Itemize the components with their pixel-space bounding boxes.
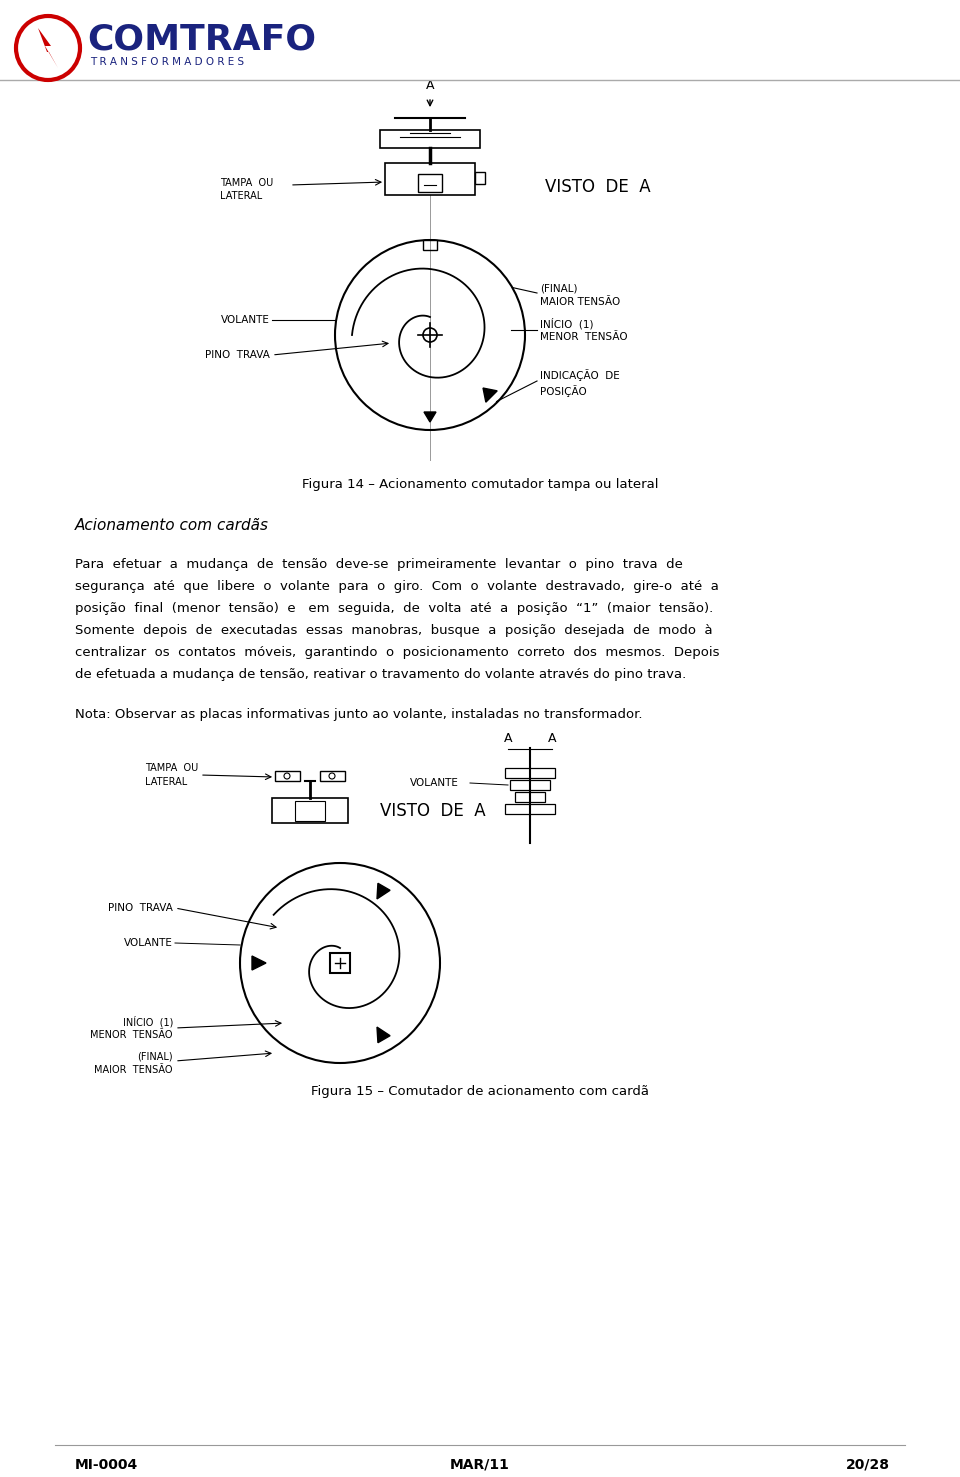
Bar bbox=[475, 171, 485, 185]
Polygon shape bbox=[252, 956, 266, 970]
Text: INÍCIO  (1)
MENOR  TENSÃO: INÍCIO (1) MENOR TENSÃO bbox=[540, 318, 628, 343]
Text: posição  final  (menor  tensão)  e   em  seguida,  de  volta  até  a  posição  “: posição final (menor tensão) e em seguid… bbox=[75, 603, 713, 614]
Text: Figura 15 – Comutador de acionamento com cardã: Figura 15 – Comutador de acionamento com… bbox=[311, 1086, 649, 1097]
Text: VISTO  DE  A: VISTO DE A bbox=[545, 179, 651, 196]
Text: Figura 14 – Acionamento comutador tampa ou lateral: Figura 14 – Acionamento comutador tampa … bbox=[301, 479, 659, 490]
Circle shape bbox=[16, 16, 80, 80]
Text: 20/28: 20/28 bbox=[846, 1458, 890, 1473]
Text: centralizar  os  contatos  móveis,  garantindo  o  posicionamento  correto  dos : centralizar os contatos móveis, garantin… bbox=[75, 645, 719, 659]
Bar bbox=[505, 803, 555, 814]
Text: TAMPA  OU
LATERAL: TAMPA OU LATERAL bbox=[145, 764, 199, 787]
Text: Somente  depois  de  executadas  essas  manobras,  busque  a  posição  desejada : Somente depois de executadas essas manob… bbox=[75, 623, 712, 637]
Text: INDICAÇÃO  DE
POSIÇÃO: INDICAÇÃO DE POSIÇÃO bbox=[540, 369, 620, 397]
Polygon shape bbox=[377, 883, 390, 899]
Bar bbox=[505, 768, 555, 778]
Bar bbox=[418, 174, 442, 192]
Text: Para  efetuar  a  mudança  de  tensão  deve-se  primeiramente  levantar  o  pino: Para efetuar a mudança de tensão deve-se… bbox=[75, 558, 683, 572]
Text: Nota: Observar as placas informativas junto ao volante, instaladas no transforma: Nota: Observar as placas informativas ju… bbox=[75, 707, 642, 721]
Text: Acionamento com cardãs: Acionamento com cardãs bbox=[75, 518, 269, 533]
Text: MAR/11: MAR/11 bbox=[450, 1458, 510, 1473]
Text: VISTO  DE  A: VISTO DE A bbox=[380, 802, 486, 820]
Bar bbox=[275, 771, 300, 781]
Bar bbox=[423, 239, 437, 250]
Text: VOLANTE: VOLANTE bbox=[410, 778, 459, 789]
Text: VOLANTE: VOLANTE bbox=[221, 315, 270, 325]
Text: segurança  até  que  libere  o  volante  para  o  giro.  Com  o  volante  destra: segurança até que libere o volante para … bbox=[75, 580, 719, 592]
Bar bbox=[295, 801, 325, 821]
Bar bbox=[380, 130, 480, 148]
Bar bbox=[385, 162, 475, 195]
Polygon shape bbox=[377, 1027, 390, 1043]
Text: TAMPA  OU
LATERAL: TAMPA OU LATERAL bbox=[220, 179, 274, 201]
Text: T R A N S F O R M A D O R E S: T R A N S F O R M A D O R E S bbox=[90, 58, 244, 66]
Bar bbox=[510, 780, 550, 790]
Polygon shape bbox=[424, 412, 436, 422]
Text: INÍCIO  (1)
MENOR  TENSÃO: INÍCIO (1) MENOR TENSÃO bbox=[90, 1016, 173, 1040]
Text: A: A bbox=[548, 733, 556, 744]
Bar bbox=[320, 771, 345, 781]
Text: de efetuada a mudança de tensão, reativar o travamento do volante através do pin: de efetuada a mudança de tensão, reativa… bbox=[75, 668, 686, 681]
Polygon shape bbox=[483, 388, 497, 402]
Text: PINO  TRAVA: PINO TRAVA bbox=[108, 902, 173, 913]
Bar bbox=[330, 953, 350, 973]
Text: VOLANTE: VOLANTE bbox=[124, 938, 173, 948]
Text: A: A bbox=[425, 78, 434, 92]
Text: (FINAL)
MAIOR  TENSÃO: (FINAL) MAIOR TENSÃO bbox=[94, 1052, 173, 1075]
Text: COMTRAFO: COMTRAFO bbox=[87, 24, 316, 58]
Bar bbox=[515, 792, 545, 802]
Text: MI-0004: MI-0004 bbox=[75, 1458, 138, 1473]
Text: PINO  TRAVA: PINO TRAVA bbox=[205, 350, 270, 360]
Text: (FINAL)
MAIOR TENSÃO: (FINAL) MAIOR TENSÃO bbox=[540, 284, 620, 307]
Text: A: A bbox=[504, 733, 513, 744]
Bar bbox=[272, 798, 348, 823]
Polygon shape bbox=[38, 28, 58, 68]
